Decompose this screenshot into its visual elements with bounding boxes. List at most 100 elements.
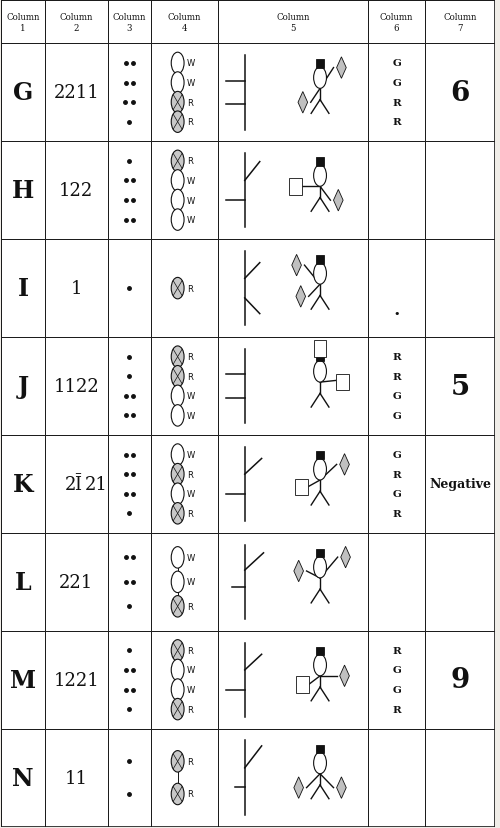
Bar	[218, 142, 368, 240]
Polygon shape	[294, 777, 304, 798]
Text: N: N	[12, 766, 34, 790]
Bar	[151, 338, 218, 436]
Bar	[368, 338, 425, 436]
Text: Column
3: Column 3	[112, 13, 146, 32]
Bar	[314, 341, 326, 358]
Text: M: M	[10, 668, 36, 692]
Circle shape	[171, 659, 184, 681]
Circle shape	[314, 361, 326, 383]
Bar	[2, 45, 45, 142]
Text: W: W	[187, 686, 196, 694]
Bar	[295, 479, 308, 496]
Bar	[108, 533, 151, 631]
Text: Ī: Ī	[74, 475, 80, 493]
Bar	[218, 729, 368, 826]
Circle shape	[171, 679, 184, 700]
Bar	[45, 729, 108, 826]
Text: W: W	[187, 450, 196, 460]
Bar	[45, 2, 108, 45]
Bar	[316, 158, 324, 166]
Bar	[151, 2, 218, 45]
Text: R: R	[392, 646, 401, 655]
Text: R: R	[187, 705, 193, 714]
Circle shape	[314, 459, 326, 480]
Bar	[2, 729, 45, 826]
Circle shape	[171, 346, 184, 368]
Text: W: W	[187, 216, 196, 225]
Circle shape	[171, 53, 184, 75]
Text: G: G	[392, 412, 401, 421]
Text: G: G	[392, 392, 401, 401]
Polygon shape	[292, 255, 302, 277]
Bar	[368, 45, 425, 142]
Text: G: G	[392, 666, 401, 675]
Text: R: R	[392, 353, 401, 362]
Bar	[108, 2, 151, 45]
Text: G: G	[392, 489, 401, 498]
Text: Negative: Negative	[429, 478, 491, 491]
Text: 6: 6	[450, 79, 470, 107]
Bar	[2, 631, 45, 729]
Bar	[425, 338, 495, 436]
Polygon shape	[336, 777, 346, 798]
Bar	[316, 60, 324, 69]
Text: R: R	[187, 157, 193, 166]
Text: H: H	[12, 179, 34, 203]
Bar	[425, 2, 495, 45]
Bar	[425, 533, 495, 631]
Circle shape	[171, 366, 184, 388]
Circle shape	[171, 571, 184, 593]
Polygon shape	[296, 286, 306, 308]
Bar	[368, 631, 425, 729]
Bar	[151, 631, 218, 729]
Text: G: G	[392, 79, 401, 88]
Bar	[368, 142, 425, 240]
Circle shape	[171, 751, 184, 773]
Bar	[45, 631, 108, 729]
Text: R: R	[392, 373, 401, 381]
Bar	[151, 142, 218, 240]
Text: I: I	[18, 277, 28, 301]
Circle shape	[171, 596, 184, 618]
Text: R: R	[187, 470, 193, 479]
Bar	[425, 631, 495, 729]
Text: R: R	[187, 646, 193, 655]
Bar	[108, 631, 151, 729]
Text: L: L	[15, 570, 32, 595]
Circle shape	[314, 556, 326, 578]
Text: R: R	[187, 757, 193, 766]
Bar	[218, 436, 368, 533]
Text: R: R	[187, 99, 193, 108]
Text: R: R	[187, 602, 193, 611]
Text: 122: 122	[59, 182, 94, 200]
Bar	[151, 729, 218, 826]
Polygon shape	[340, 454, 349, 475]
Bar	[316, 451, 324, 460]
Bar	[151, 45, 218, 142]
Circle shape	[171, 405, 184, 426]
Bar	[316, 745, 324, 753]
Bar	[108, 436, 151, 533]
Text: G: G	[392, 450, 401, 460]
Bar	[151, 436, 218, 533]
Text: K: K	[13, 472, 34, 496]
Circle shape	[171, 151, 184, 172]
Text: 2211: 2211	[54, 84, 99, 102]
Text: R: R	[187, 790, 193, 798]
Bar	[425, 729, 495, 826]
Bar	[108, 45, 151, 142]
Text: R: R	[392, 509, 401, 518]
Bar	[151, 240, 218, 338]
Bar	[296, 676, 308, 693]
Circle shape	[171, 547, 184, 568]
Circle shape	[171, 445, 184, 465]
Bar	[218, 338, 368, 436]
Circle shape	[171, 484, 184, 505]
Bar	[108, 338, 151, 436]
Circle shape	[171, 190, 184, 211]
Circle shape	[314, 654, 326, 676]
Text: W: W	[187, 412, 196, 421]
Bar	[45, 240, 108, 338]
Text: W: W	[187, 79, 196, 88]
Polygon shape	[336, 58, 346, 79]
